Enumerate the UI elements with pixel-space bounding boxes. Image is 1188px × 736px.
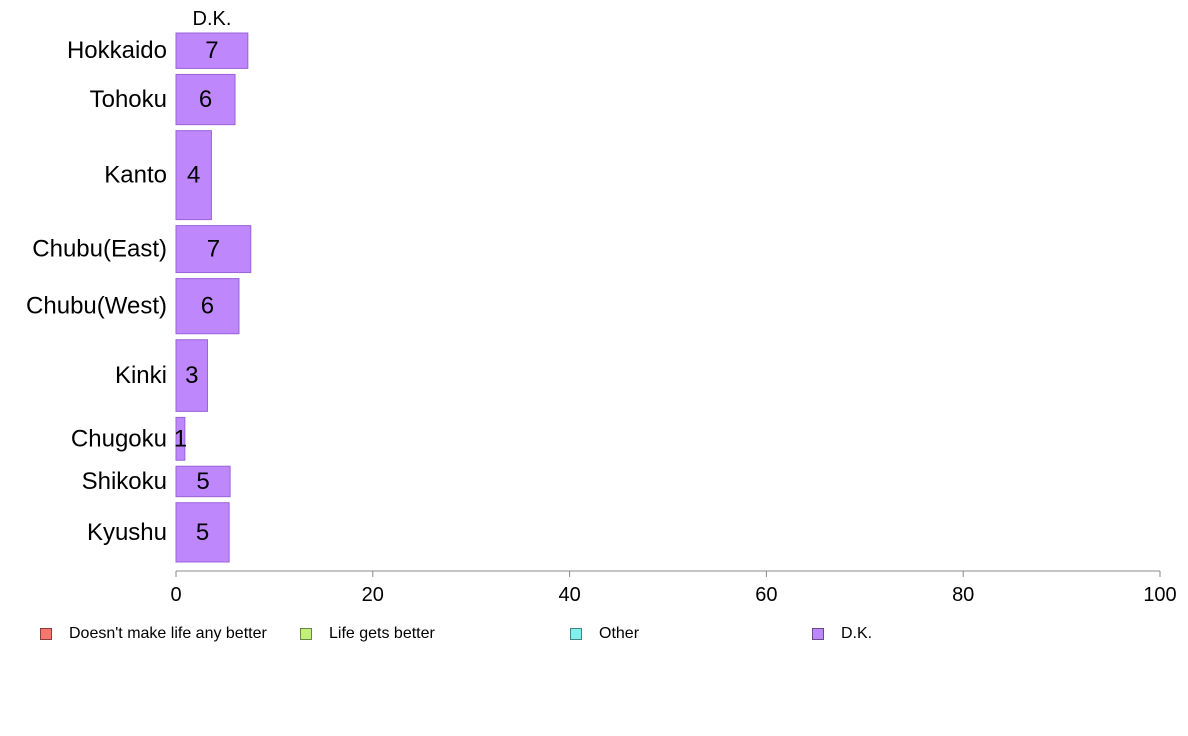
legend-label: Other	[599, 625, 640, 642]
x-axis: 0 20 40 60 80 100	[170, 570, 1177, 606]
legend-swatch	[40, 628, 52, 640]
x-tick-label: 60	[755, 584, 777, 606]
x-tick-label: 40	[558, 584, 580, 606]
x-tick-label: 20	[362, 584, 384, 606]
legend-label: D.K.	[841, 625, 873, 642]
category-label: Shikoku	[82, 468, 167, 495]
x-tick-label: 80	[952, 584, 974, 606]
bar	[175, 502, 230, 563]
bar	[175, 73, 236, 126]
legend-swatch	[300, 628, 312, 640]
data-label: 6	[201, 293, 214, 320]
x-tick-label: 0	[170, 584, 181, 606]
bar	[175, 130, 212, 221]
data-label: 1	[174, 425, 187, 452]
data-label: 5	[196, 468, 209, 495]
legend-item: D.K.	[812, 624, 872, 644]
data-label: 3	[185, 362, 198, 389]
category-label: Chugoku	[71, 425, 167, 452]
legend-item: Doesn't make life any better	[40, 624, 267, 644]
legend-item: Other	[570, 624, 639, 644]
legend-label: Doesn't make life any better	[69, 625, 267, 642]
category-label: Kyushu	[87, 519, 167, 546]
category-label: Tohoku	[90, 86, 167, 113]
bar	[175, 225, 252, 274]
data-label: 5	[196, 519, 209, 546]
legend-label: Life gets better	[329, 625, 435, 642]
bar	[175, 278, 240, 335]
bar	[175, 465, 231, 498]
data-label: 4	[187, 162, 200, 189]
category-label: Chubu(East)	[32, 236, 167, 263]
data-label: 6	[199, 86, 212, 113]
bar	[175, 339, 208, 412]
category-label: Kinki	[115, 362, 167, 389]
category-label: Chubu(West)	[26, 293, 167, 320]
bar	[175, 32, 249, 69]
data-label: 7	[205, 37, 218, 64]
series-title: D.K.	[193, 8, 232, 30]
bars-group	[175, 32, 252, 563]
bar	[175, 416, 186, 461]
category-labels: Hokkaido Tohoku Kanto Chubu(East) Chubu(West…	[26, 37, 167, 546]
legend-item: Life gets better	[300, 624, 435, 644]
x-tick-label: 100	[1143, 584, 1176, 606]
legend: Doesn't make life any better Life gets b…	[40, 624, 1140, 648]
legend-swatch	[570, 628, 582, 640]
data-label: 7	[207, 236, 220, 263]
category-label: Hokkaido	[67, 37, 167, 64]
legend-swatch	[812, 628, 824, 640]
category-label: Kanto	[104, 162, 167, 189]
